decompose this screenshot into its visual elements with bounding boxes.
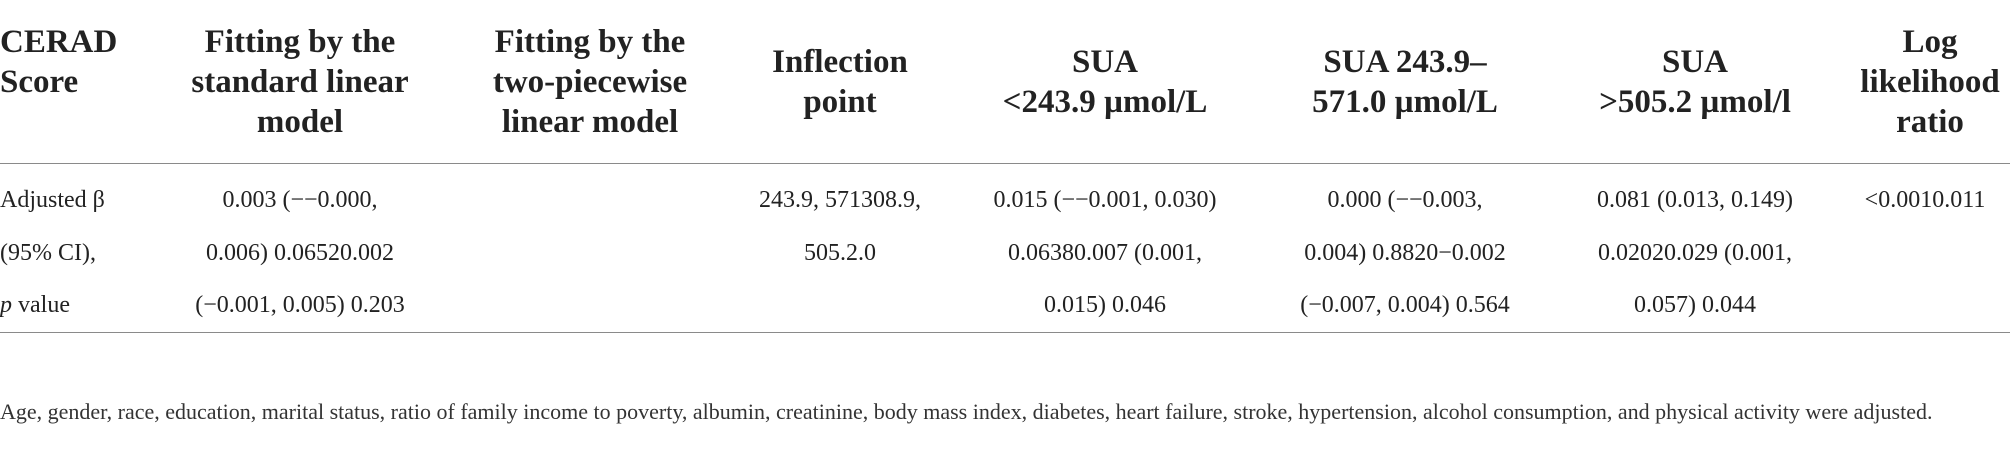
- cell-line: 0.057) 0.044: [1634, 292, 1756, 318]
- value-word: value: [12, 292, 70, 318]
- cell-line: 0.003 (−−0.000,: [222, 187, 378, 213]
- row-label-line-2: (95% CI),: [0, 239, 96, 266]
- cell-line: 0.015) 0.046: [1044, 292, 1166, 318]
- cell-sua-mid: 0.000 (−−0.003, 0.004) 0.8820−0.002 (−0.…: [1255, 174, 1555, 332]
- table-footnote: Age, gender, race, education, marital st…: [0, 399, 1933, 424]
- header-sua-low: SUA <243.9 µmol/L: [1002, 44, 1208, 120]
- cell-inflection-point: 243.9, 571308.9, 505.2.0: [735, 174, 945, 279]
- header-sua-mid: SUA 243.9– 571.0 µmol/L: [1312, 44, 1498, 120]
- cell-line: 0.081 (0.013, 0.149): [1597, 187, 1793, 213]
- cell-standard-linear: 0.003 (−−0.000, 0.006) 0.06520.002 (−0.0…: [170, 174, 430, 332]
- cell-line: (−0.007, 0.004) 0.564: [1300, 292, 1510, 318]
- p-symbol: p: [0, 292, 12, 318]
- header-inflection-point: Inflection point: [772, 44, 908, 120]
- cell-sua-high: 0.081 (0.013, 0.149) 0.02020.029 (0.001,…: [1555, 174, 1835, 332]
- row-label-line-3: p value: [0, 279, 170, 332]
- header-cerad-score: CERAD Score: [0, 24, 118, 100]
- row-label-line-1: Adjusted β: [0, 187, 105, 213]
- row-label: Adjusted β (95% CI), p value: [0, 174, 170, 332]
- cell-line: 0.06380.007 (0.001,: [1008, 239, 1202, 266]
- cell-line: 505.2.0: [804, 239, 876, 266]
- cell-line: <0.0010.011: [1864, 187, 1986, 213]
- header-log-likelihood: Log likelihood ratio: [1860, 24, 2000, 140]
- table-row: Adjusted β (95% CI), p value 0.003 (−−0.…: [0, 164, 2010, 333]
- cell-line: (−0.001, 0.005) 0.203: [195, 292, 405, 318]
- cell-sua-low: 0.015 (−−0.001, 0.030) 0.06380.007 (0.00…: [955, 174, 1255, 332]
- cell-log-likelihood: <0.0010.011: [1840, 174, 2010, 227]
- header-two-piecewise: Fitting by the two-piecewise linear mode…: [492, 24, 688, 140]
- header-sua-high: SUA >505.2 µmol/l: [1599, 44, 1791, 120]
- cell-line: 243.9, 571308.9,: [759, 187, 921, 213]
- cell-line: 0.004) 0.8820−0.002: [1304, 239, 1506, 266]
- cell-line: 0.015 (−−0.001, 0.030): [993, 187, 1217, 213]
- cell-line: 0.02020.029 (0.001,: [1598, 239, 1792, 266]
- cell-line: 0.000 (−−0.003,: [1327, 187, 1483, 213]
- table-header-row: CERAD Score Fitting by the standard line…: [0, 0, 2010, 164]
- header-standard-linear: Fitting by the standard linear model: [191, 24, 409, 140]
- cell-line: 0.006) 0.06520.002: [206, 239, 394, 266]
